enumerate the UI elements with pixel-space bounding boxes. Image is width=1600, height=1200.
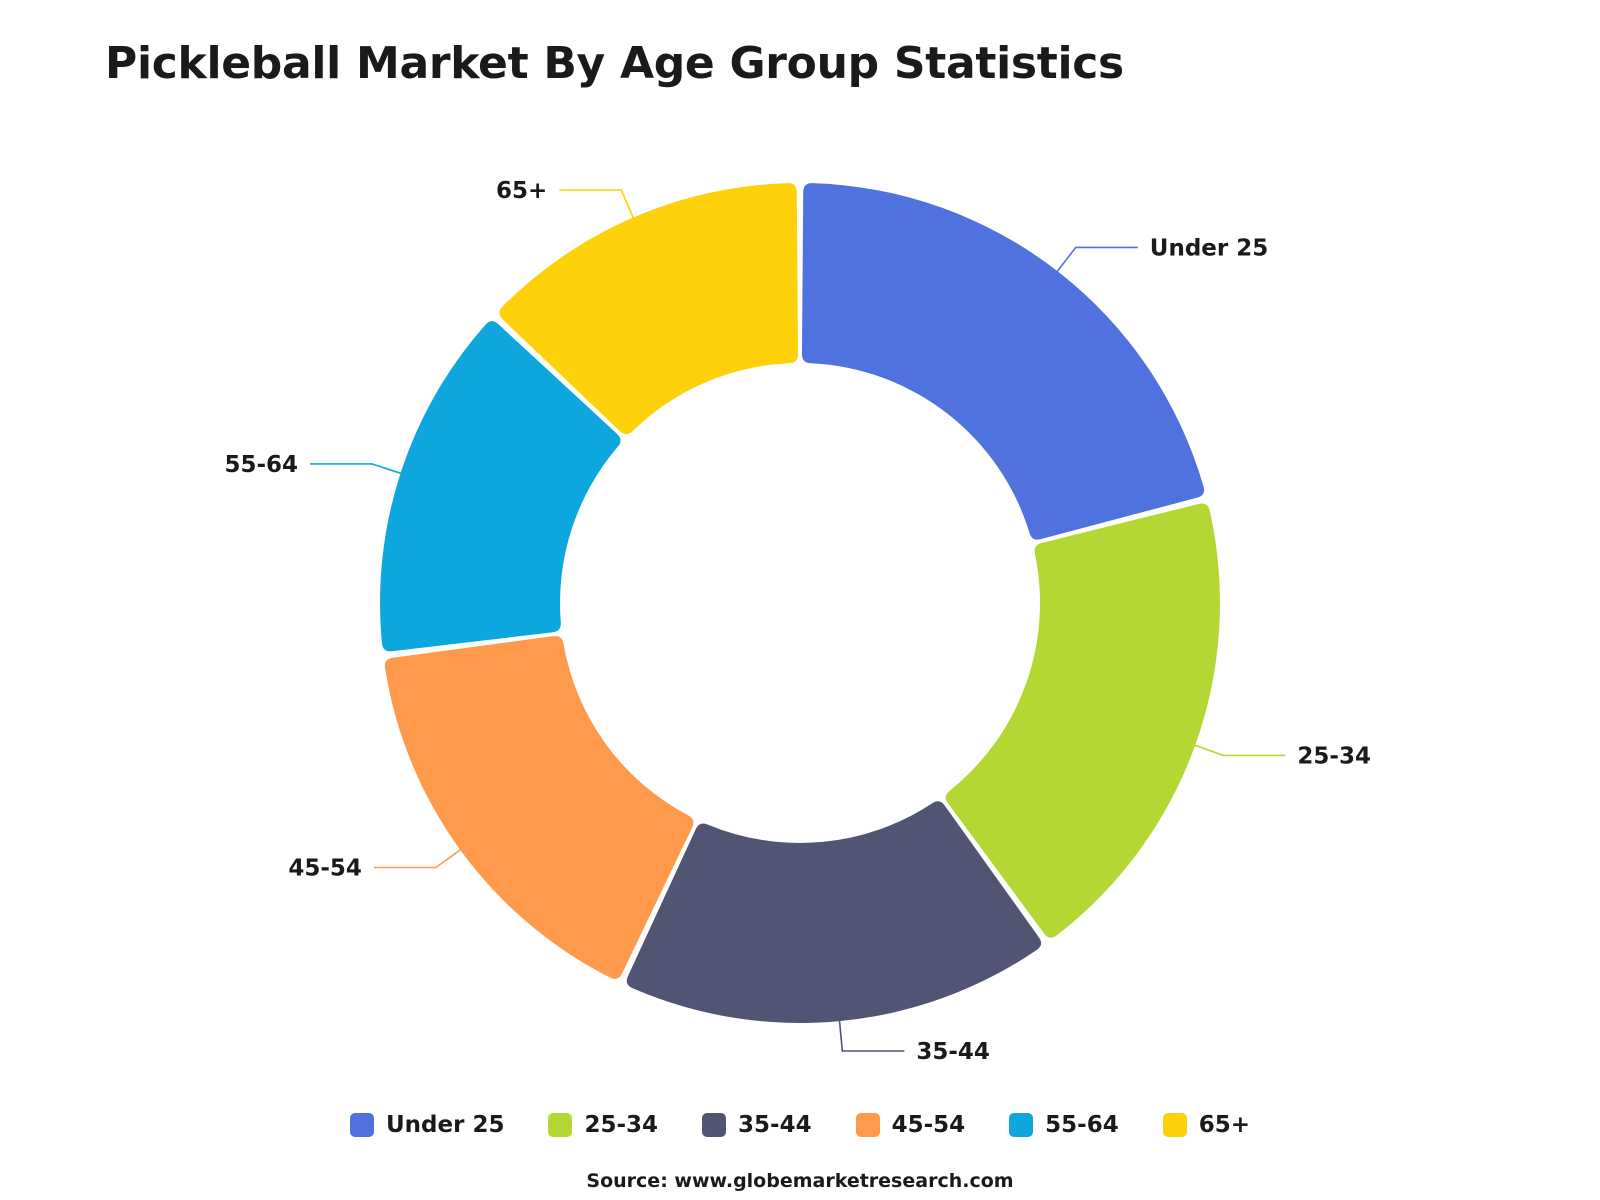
- leader-line-45-54: [373, 844, 468, 869]
- legend-label-45-54: 45-54: [891, 1112, 966, 1138]
- slice-label-45-54: 45-54: [288, 856, 362, 882]
- leader-line-25-34: [1187, 741, 1286, 757]
- slice-25-34[interactable]: [945, 503, 1220, 938]
- legend-swatch-65plus: [1162, 1113, 1187, 1137]
- legend-swatch-55-64: [1009, 1113, 1034, 1137]
- legend-item-45-54[interactable]: 45-54: [855, 1112, 966, 1138]
- legend-item-under-25[interactable]: Under 25: [349, 1112, 505, 1138]
- legend-item-65plus[interactable]: 65+: [1162, 1112, 1250, 1138]
- donut-chart: Under 25 25-34 35-44 45-54 55-64 65+: [224, 178, 1370, 1065]
- slice-label-35-44: 35-44: [916, 1039, 990, 1065]
- legend-label-35-44: 35-44: [738, 1112, 812, 1138]
- chart-title: Pickleball Market By Age Group Statistic…: [105, 38, 1124, 89]
- slice-labels-layer: Under 25 25-34 35-44 45-54 55-64 65+: [224, 178, 1370, 1065]
- legend-label-65plus: 65+: [1198, 1112, 1250, 1138]
- slice-55-64[interactable]: [380, 321, 621, 652]
- legend: Under 25 25-34 35-44 45-54 55-64 65+: [0, 1112, 1600, 1138]
- slice-35-44[interactable]: [626, 801, 1042, 1024]
- legend-swatch-45-54: [855, 1113, 880, 1137]
- legend-swatch-25-34: [548, 1113, 573, 1137]
- legend-item-55-64[interactable]: 55-64: [1009, 1112, 1119, 1138]
- slices-layer: [380, 183, 1220, 1024]
- slice-label-under-25: Under 25: [1150, 235, 1268, 261]
- legend-item-35-44[interactable]: 35-44: [702, 1112, 812, 1138]
- legend-swatch-under-25: [349, 1113, 374, 1137]
- legend-label-55-64: 55-64: [1045, 1112, 1119, 1138]
- slice-label-55-64: 55-64: [224, 452, 298, 478]
- legend-label-25-34: 25-34: [584, 1112, 659, 1138]
- source-note: Source: www.globemarketresearch.com: [586, 1170, 1014, 1192]
- slice-label-25-34: 25-34: [1297, 743, 1371, 769]
- legend-label-under-25: Under 25: [385, 1112, 505, 1138]
- leader-lines-layer: [310, 189, 1286, 1052]
- leader-line-35-44: [837, 1013, 905, 1052]
- slice-under-25[interactable]: [801, 183, 1205, 540]
- slice-45-54[interactable]: [384, 636, 694, 979]
- slice-65plus[interactable]: [499, 183, 799, 435]
- legend-swatch-35-44: [702, 1113, 727, 1137]
- leader-line-55-64: [310, 463, 409, 477]
- leader-line-under-25: [1051, 246, 1138, 278]
- slice-label-65plus: 65+: [496, 178, 547, 204]
- legend-item-25-34[interactable]: 25-34: [548, 1112, 658, 1138]
- leader-line-65plus: [559, 189, 638, 226]
